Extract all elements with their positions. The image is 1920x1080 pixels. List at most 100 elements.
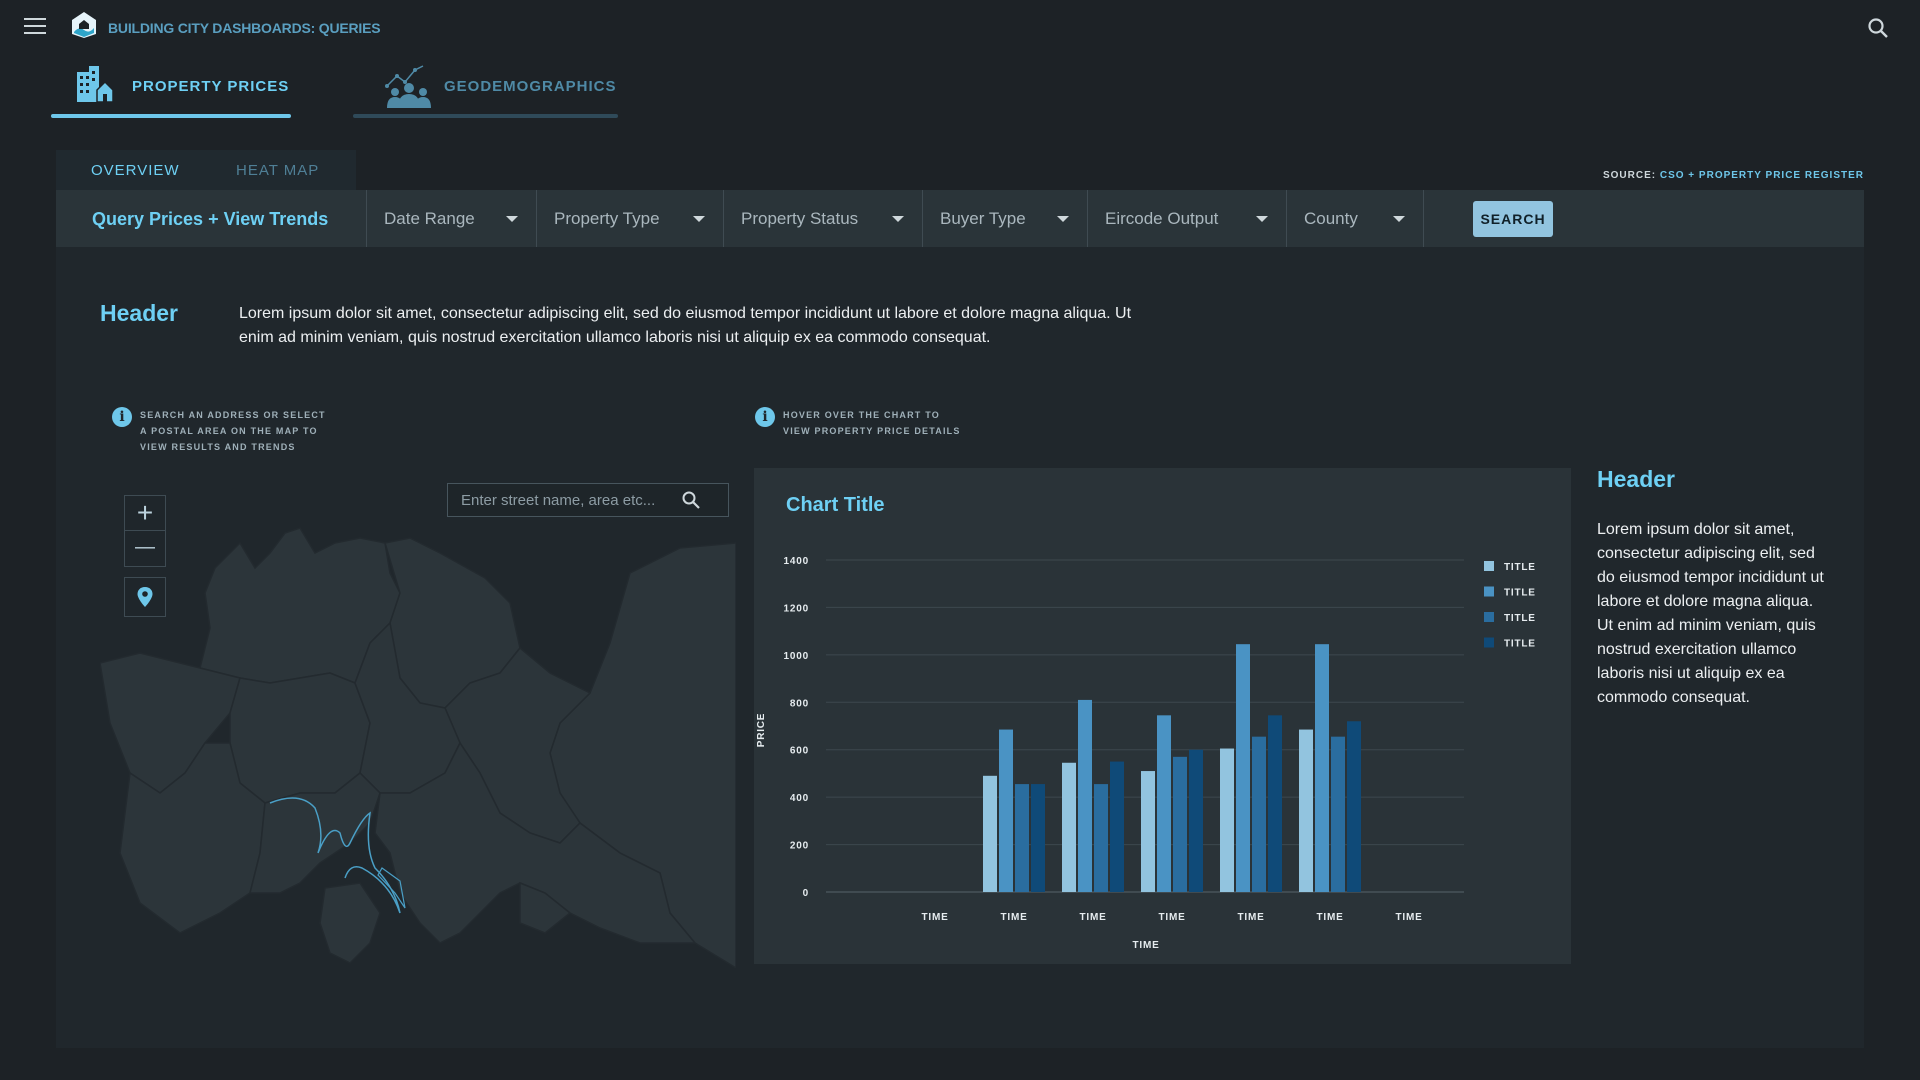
tab-property-prices[interactable]: PROPERTY PRICES — [51, 56, 291, 118]
y-tick-label: 1000 — [784, 651, 809, 662]
tab-property-prices-label: PROPERTY PRICES — [132, 78, 290, 95]
chart-bar[interactable] — [1094, 784, 1108, 892]
app-title: BUILDING CITY DASHBOARDS: QUERIES — [108, 20, 381, 36]
info-circle-icon: i — [112, 407, 132, 427]
chart-bar[interactable] — [1189, 749, 1203, 892]
zoom-controls: + — — [124, 495, 166, 567]
tab-geodemographics[interactable]: GEODEMOGRAPHICS — [353, 56, 618, 118]
y-tick-label: 200 — [790, 841, 809, 852]
map-hint: i SEARCH AN ADDRESS OR SELECT A POSTAL A… — [112, 407, 332, 455]
side-header: Header — [1597, 466, 1675, 492]
eircode-output-dropdown[interactable]: Eircode Output — [1087, 190, 1286, 247]
dropdown-label: Date Range — [384, 209, 475, 228]
postal-area-map[interactable]: + — — [100, 473, 736, 968]
tab-overview[interactable]: OVERVIEW — [91, 162, 180, 179]
dropdown-label: County — [1304, 209, 1358, 228]
search-icon[interactable] — [681, 490, 701, 510]
chart-title: Chart Title — [786, 494, 885, 516]
map-search-input[interactable] — [448, 484, 688, 516]
legend-label: TITLE — [1504, 562, 1536, 573]
chart-bar[interactable] — [1110, 761, 1124, 892]
y-tick-label: 1400 — [784, 556, 809, 567]
map-hint-text: SEARCH AN ADDRESS OR SELECT A POSTAL ARE… — [140, 410, 326, 452]
dropdown-label: Buyer Type — [940, 209, 1026, 228]
chart-bar[interactable] — [1252, 736, 1266, 892]
legend-label: TITLE — [1504, 613, 1536, 624]
x-tick-label: TIME — [921, 912, 948, 923]
chart-bar[interactable] — [1299, 729, 1313, 892]
chart-bar[interactable] — [1031, 784, 1045, 892]
y-tick-label: 1200 — [784, 603, 809, 614]
sub-tab-bar: OVERVIEW HEAT MAP — [56, 150, 356, 190]
x-tick-label: TIME — [1395, 912, 1422, 923]
chart-bar[interactable] — [1157, 715, 1171, 892]
source-prefix: SOURCE: — [1602, 170, 1657, 181]
tab-geodemographics-label: GEODEMOGRAPHICS — [444, 78, 617, 95]
chart-bar[interactable] — [1173, 756, 1187, 892]
caret-down-icon — [1393, 216, 1405, 222]
source-link[interactable]: CSO + PROPERTY PRICE REGISTER — [1659, 170, 1864, 181]
caret-down-icon — [892, 216, 904, 222]
chart-bar[interactable] — [1331, 736, 1345, 892]
hamburger-menu-icon[interactable] — [24, 18, 46, 36]
map-pin-icon — [137, 587, 153, 607]
zoom-out-button[interactable]: — — [135, 536, 155, 558]
chart-bar[interactable] — [1315, 644, 1329, 892]
intro-text: Lorem ipsum dolor sit amet, consectetur … — [239, 305, 1132, 346]
map-search-box — [447, 483, 729, 517]
y-tick-label: 800 — [790, 698, 809, 709]
legend-swatch — [1484, 586, 1494, 597]
chart-bar[interactable] — [999, 729, 1013, 892]
info-circle-icon: i — [755, 407, 775, 427]
search-icon[interactable] — [1866, 16, 1890, 40]
x-tick-label: TIME — [1079, 912, 1106, 923]
intro-header: Header — [100, 300, 178, 326]
house-map-logo — [72, 12, 96, 38]
chart-bar[interactable] — [1220, 748, 1234, 892]
y-tick-label: 600 — [790, 746, 809, 757]
locate-button[interactable] — [124, 577, 166, 617]
query-title: Query Prices + View Trends — [92, 209, 329, 229]
y-axis-label: PRICE — [756, 713, 767, 748]
chart-bar[interactable] — [1015, 784, 1029, 892]
dropdown-label: Property Status — [741, 209, 859, 228]
y-tick-label: 0 — [803, 888, 809, 899]
property-status-dropdown[interactable]: Property Status — [723, 190, 922, 247]
map-regions[interactable] — [100, 473, 736, 968]
people-trend-icon — [385, 65, 431, 108]
caret-down-icon — [1256, 216, 1268, 222]
property-type-dropdown[interactable]: Property Type — [536, 190, 723, 247]
overview-panel: Query Prices + View Trends Date Range Pr… — [56, 190, 1864, 1048]
legend-label: TITLE — [1504, 639, 1536, 650]
x-tick-label: TIME — [1158, 912, 1185, 923]
top-bar: BUILDING CITY DASHBOARDS: QUERIES — [0, 0, 1920, 56]
chart-bar[interactable] — [1347, 721, 1361, 892]
x-tick-label: TIME — [1237, 912, 1264, 923]
source-credit: SOURCE: CSO + PROPERTY PRICE REGISTER — [1603, 170, 1864, 181]
buyer-type-dropdown[interactable]: Buyer Type — [922, 190, 1087, 247]
zoom-in-button[interactable]: + — [125, 496, 165, 531]
caret-down-icon — [693, 216, 705, 222]
caret-down-icon — [1057, 216, 1069, 222]
chart-bar[interactable] — [1268, 715, 1282, 892]
price-bar-chart[interactable]: 0 200 400 600 800 1000 1200 1400 TIME TIME TIME TIM… — [754, 468, 1571, 964]
legend-swatch — [1484, 612, 1494, 622]
dropdown-label: Eircode Output — [1105, 209, 1219, 228]
search-button[interactable]: SEARCH — [1473, 201, 1553, 237]
inactive-tab-indicator — [353, 114, 618, 118]
chart-bar[interactable] — [1078, 699, 1092, 892]
chart-hint-text: HOVER OVER THE CHART TO VIEW PROPERTY PR… — [783, 410, 961, 436]
legend-label: TITLE — [1504, 588, 1536, 599]
date-range-dropdown[interactable]: Date Range — [366, 190, 536, 247]
tab-heat-map[interactable]: HEAT MAP — [236, 162, 320, 179]
chart-bar[interactable] — [983, 775, 997, 892]
chart-bar[interactable] — [1236, 644, 1250, 892]
caret-down-icon — [506, 216, 518, 222]
chart-bar[interactable] — [1141, 771, 1155, 892]
dropdown-label: Property Type — [554, 209, 660, 228]
side-text: Lorem ipsum dolor sit amet, consectetur … — [1597, 521, 1824, 706]
price-chart-card: Chart Title 0 200 400 600 800 1000 1200 1400 TIM… — [754, 468, 1571, 964]
county-dropdown[interactable]: County — [1286, 190, 1424, 247]
buildings-icon — [77, 66, 114, 103]
chart-bar[interactable] — [1062, 762, 1076, 892]
